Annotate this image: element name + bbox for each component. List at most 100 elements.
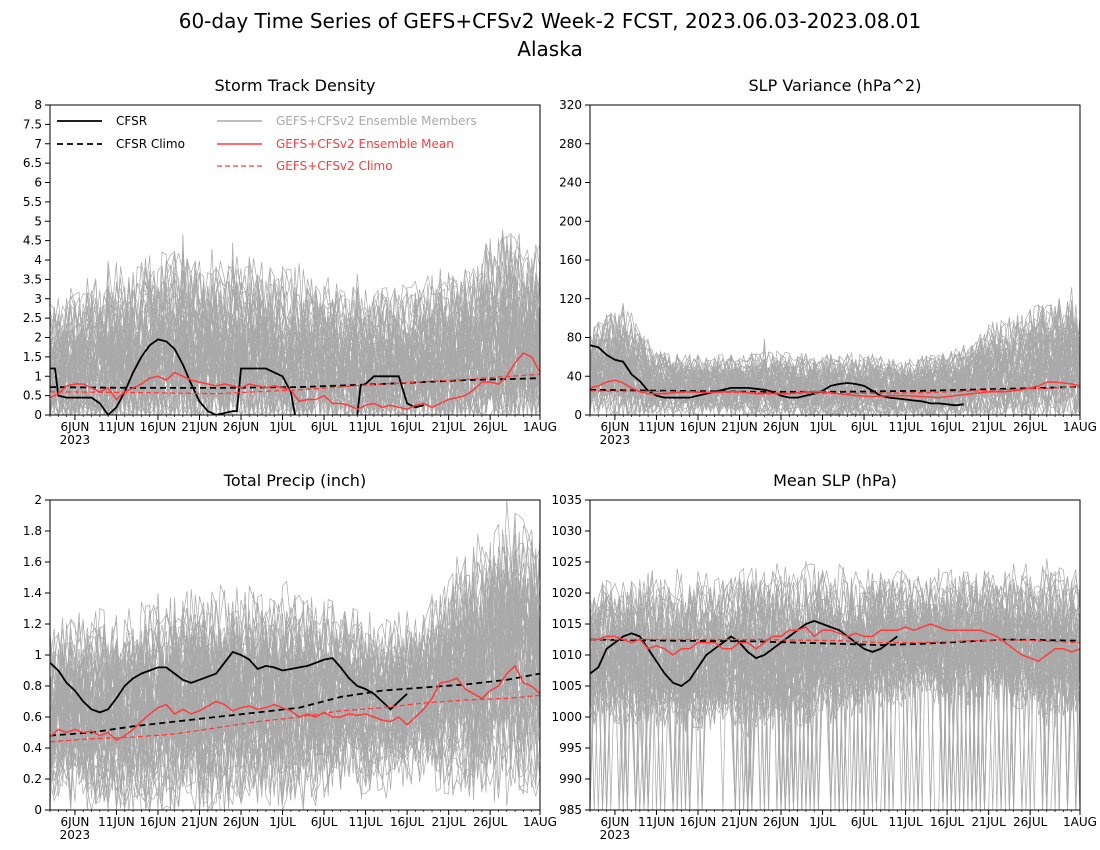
ensemble-member-line [590,570,1080,810]
x-tick-label: 6JUL [851,815,878,829]
ensemble-members [590,287,1080,415]
x-tick-year: 2023 [60,433,91,447]
y-tick-label: 7 [34,137,42,151]
y-tick-label: 990 [559,772,582,786]
x-tick-label: 26JUN [223,815,260,829]
y-tick-label: 280 [559,137,582,151]
y-tick-label: 1005 [551,679,582,693]
legend-label: GEFS+CFSv2 Climo [276,159,393,173]
x-tick-label: 1AUG [523,420,557,434]
legend-item-cfsr-climo: CFSR Climo [57,137,185,151]
x-tick-label: 26JUN [223,420,260,434]
x-tick-label: 11JUL [888,815,923,829]
x-tick-label: 11JUL [348,815,383,829]
ensemble-member-line [590,563,1080,810]
panel-2: SLP Variance (hPa^2) 0 40 80 120 160 200 240 280… [559,76,1097,447]
legend-item-cfsr: CFSR [57,114,147,128]
x-tick-label: 1JUL [809,815,836,829]
panel-title: Storm Track Density [215,76,376,95]
series-mean [50,664,540,742]
panel-4: Mean SLP (hPa) 985 990 995 1000 1005 1010 1015 1… [551,471,1097,842]
y-tick-label: 7.5 [23,117,42,131]
ensemble-member-line [50,560,540,748]
x-tick-label: 21JUN [181,420,218,434]
ensemble-member-line [50,561,540,752]
series-cfsr [590,344,964,407]
series-climo [50,373,540,395]
ensemble-member-line [50,577,540,748]
ensemble-member-line [590,578,1080,810]
panel-3: Total Precip (inch) 0 0.2 0.4 0.6 0.8 1 1.2 1.4 1… [23,471,557,842]
x-tick-label: 16JUN [680,815,717,829]
x-tick-label: 6JUN [600,815,629,829]
x-tick-label: 16JUN [680,420,717,434]
x-tick-label: 1JUL [269,420,296,434]
y-tick-label: 0 [34,803,42,817]
y-tick-label: 80 [567,331,582,345]
y-tick-label: 1.5 [23,350,42,364]
ensemble-member-line [50,287,540,415]
x-tick-label: 21JUL [432,420,467,434]
series-cfsr-climo [50,672,540,737]
legend: CFSR CFSR Climo GEFS+CFSv2 Ensemble Member… [57,114,477,173]
series-cfsr [50,338,296,415]
x-tick-label: 6JUN [600,420,629,434]
legend-label: CFSR Climo [116,137,185,151]
y-tick-label: 1000 [551,710,582,724]
ensemble-member-line [590,596,1080,810]
x-tick-label: 21JUL [972,420,1007,434]
y-tick-label: 0.6 [23,710,42,724]
x-tick-label: 21JUN [721,815,758,829]
y-tick-label: 1015 [551,617,582,631]
y-tick-label: 1.4 [23,586,42,600]
y-tick-label: 1030 [551,524,582,538]
y-tick-label: 0.8 [23,679,42,693]
x-tick-label: 1AUG [523,815,557,829]
x-tick-label: 11JUN [638,815,675,829]
plot-area [590,558,1080,810]
x-tick-label: 11JUN [98,815,135,829]
ensemble-members [590,558,1080,810]
x-tick-label: 16JUN [140,420,177,434]
x-tick-label: 26JUL [473,815,508,829]
y-tick-label: 3 [34,292,42,306]
y-tick-label: 8 [34,98,42,112]
x-tick-label: 1JUL [809,420,836,434]
ensemble-member-line [590,600,1080,810]
x-tick-label: 11JUL [888,420,923,434]
y-tick-label: 985 [559,803,582,817]
y-tick-label: 1010 [551,648,582,662]
x-tick-label: 16JUL [390,815,425,829]
x-tick-label: 26JUL [473,420,508,434]
x-tick-label: 11JUL [348,420,383,434]
x-tick-label: 6JUN [60,815,89,829]
ensemble-member-line [50,250,540,380]
x-tick-label: 16JUN [140,815,177,829]
x-tick-label: 16JUL [930,815,965,829]
figure-title: 60-day Time Series of GEFS+CFSv2 Week-2 … [179,9,922,33]
x-tick-label: 26JUL [1013,420,1048,434]
ensemble-member-line [50,234,540,367]
ensemble-member-line [590,325,1080,405]
y-tick-label: 0.5 [23,389,42,403]
legend-label: GEFS+CFSv2 Ensemble Members [276,114,477,128]
series-mean [590,623,1080,663]
plot-area [50,500,540,810]
legend-item-climo: GEFS+CFSv2 Climo [217,159,393,173]
x-tick-label: 26JUN [763,420,800,434]
series-cfsr [50,650,408,714]
series-climo [50,694,540,743]
y-tick-label: 1.6 [23,555,42,569]
ensemble-member-line [590,583,1080,810]
x-tick-label: 21JUN [181,815,218,829]
x-tick-label: 1JUL [269,815,296,829]
y-tick-label: 995 [559,741,582,755]
ensemble-member-line [50,306,540,415]
y-tick-label: 1 [34,648,42,662]
x-tick-label: 26JUN [763,815,800,829]
y-tick-label: 4.5 [23,234,42,248]
x-tick-year: 2023 [60,828,91,842]
y-tick-label: 6.5 [23,156,42,170]
y-tick-label: 5.5 [23,195,42,209]
ensemble-member-line [590,607,1080,810]
